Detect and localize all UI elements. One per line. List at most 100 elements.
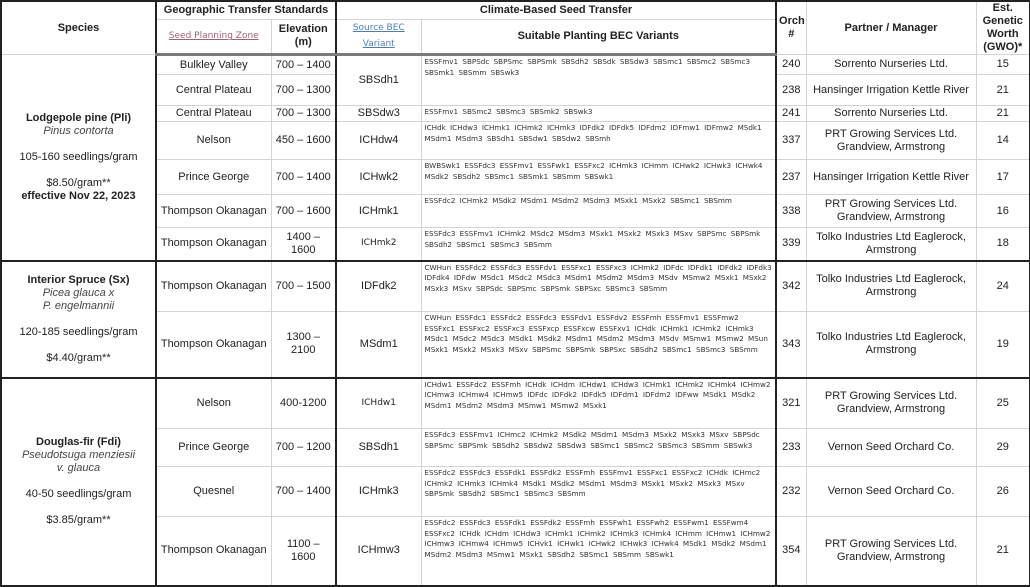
species-latin-name: v. glauca (56, 462, 101, 474)
suitable-bec-variants: ESSFdc2 ESSFdc3 ESSFdk1 ESSFdk2 ESSFmh E… (420, 516, 777, 586)
genetic-worth: 21 (975, 105, 1030, 122)
genetic-worth: 29 (975, 428, 1030, 467)
header-seed-planning-zone[interactable]: Seed Planning Zone (155, 18, 272, 57)
suitable-bec-variants: ESSFdc3 ESSFmv1 ICHmc2 ICHmk2 MSdk2 MSdm… (420, 428, 777, 467)
suitable-bec-variants: BWBSwk1 ESSFdc3 ESSFmv1 ESSFwk1 ESSFxc2 … (420, 159, 777, 195)
table-row: Quesnel 700 – 1400 ICHmk3 ESSFdc2 ESSFdc3 E… (1, 466, 1030, 517)
table-row: Central Plateau 700 – 1300 SBSdw3 ESSFmv1 S… (1, 105, 1030, 122)
elevation: 700 – 1300 (270, 74, 337, 106)
spacer (4, 313, 153, 326)
table-row: Thompson Okanagan 700 – 1600 ICHmk1 ESSFdc2… (1, 194, 1030, 228)
genetic-worth: 15 (975, 54, 1030, 75)
elevation: 700 – 1400 (270, 466, 337, 517)
header-elevation: Elevation (m) (270, 18, 337, 57)
suitable-bec-variants: ESSFmv1 SBPSdc SBPSmc SBPSmk SBSdh2 SBSd… (420, 54, 777, 106)
seed-planning-zone: Central Plateau (155, 105, 272, 122)
seedlings-per-gram: 40-50 seedlings/gram (25, 488, 132, 500)
source-bec-variant: ICHmk1 (335, 194, 422, 228)
genetic-worth: 18 (975, 227, 1030, 261)
source-bec-variant: IDFdk2 (335, 259, 422, 312)
partner-manager: PRT Growing Services Ltd. Grandview, Arm… (805, 376, 977, 429)
suitable-bec-variants: ESSFmv1 SBSmc2 SBSmc3 SBSmk2 SBSwk3 (420, 105, 777, 122)
species-latin-name: P. engelmannii (42, 299, 115, 312)
genetic-worth: 21 (975, 74, 1030, 106)
genetic-worth: 17 (975, 159, 1030, 195)
elevation: 450 – 1600 (270, 121, 337, 160)
table-row: Thompson Okanagan 1400 – 1600 ICHmk2 ESSFdc… (1, 227, 1030, 261)
spacer (4, 339, 153, 352)
partner-manager: PRT Growing Services Ltd. Grandview, Arm… (805, 516, 977, 586)
species-cell: Interior Spruce (Sx) Picea glauca x P. eng… (0, 259, 157, 378)
header-species: Species (0, 0, 157, 55)
suitable-bec-variants: ICHdw1 ESSFdc2 ESSFmh ICHdk ICHdm ICHdw1… (420, 376, 777, 429)
genetic-worth: 16 (975, 194, 1030, 228)
orchard-number: 337 (775, 121, 807, 160)
species-latin-name: Pinus contorta (43, 124, 114, 137)
seed-planning-zone-link[interactable]: Seed Planning Zone (168, 31, 259, 42)
spacer (4, 164, 153, 177)
partner-manager: Vernon Seed Orchard Co. (805, 428, 977, 467)
price-effective-date: effective Nov 22, 2023 (21, 189, 136, 202)
source-bec-variant-link[interactable]: Source BEC Variant (352, 23, 405, 50)
partner-manager: Hansinger Irrigation Kettle River (805, 159, 977, 195)
genetic-worth: 14 (975, 121, 1030, 160)
seed-planning-zone: Nelson (155, 376, 272, 429)
orchard-number: 241 (775, 105, 807, 122)
suitable-bec-variants: CWHun ESSFdc2 ESSFdc3 ESSFdv1 ESSFxc1 ES… (420, 259, 777, 312)
partner-manager: Sorrento Nurseries Ltd. (805, 105, 977, 122)
header-partner: Partner / Manager (805, 0, 977, 55)
orchard-number: 238 (775, 74, 807, 106)
genetic-worth: 26 (975, 466, 1030, 517)
elevation: 700 – 1300 (270, 105, 337, 122)
seed-planning-zone: Thompson Okanagan (155, 516, 272, 586)
seed-planning-zone: Nelson (155, 121, 272, 160)
spacer (4, 138, 153, 151)
species-name: Lodgepole pine (Pli) (25, 111, 132, 124)
elevation: 700 – 1500 (270, 259, 337, 312)
orchard-number: 343 (775, 311, 807, 378)
genetic-worth: 19 (975, 311, 1030, 378)
header-geographic: Geographic Transfer Standards (155, 0, 337, 20)
spacer (4, 475, 153, 488)
price: $3.85/gram** (46, 514, 111, 526)
suitable-bec-variants: ESSFdc2 ICHmk2 MSdk2 MSdm1 MSdm2 MSdm3 M… (420, 194, 777, 228)
source-bec-variant: SBSdw3 (335, 105, 422, 122)
header-worth: Est. Genetic Worth (GWO)* (975, 0, 1030, 55)
species-name: Douglas-fir (Fdi) (36, 436, 121, 448)
species-cell: Lodgepole pine (Pli) Pinus contorta 105-16… (0, 54, 157, 261)
orchard-number: 338 (775, 194, 807, 228)
orchard-number: 354 (775, 516, 807, 586)
source-bec-variant: ICHdw4 (335, 121, 422, 160)
header-orch: Orch # (775, 0, 807, 55)
seedlings-per-gram: 120-185 seedlings/gram (19, 325, 138, 338)
seed-planning-zone: Prince George (155, 159, 272, 195)
orchard-number: 339 (775, 227, 807, 261)
partner-manager: Tolko Industries Ltd Eaglerock, Armstron… (805, 259, 977, 312)
price: $8.50/gram** (46, 176, 111, 189)
header-source-bec[interactable]: Source BEC Variant (335, 18, 422, 57)
seed-planning-zone: Thompson Okanagan (155, 194, 272, 228)
source-bec-variant: SBSdh1 (335, 428, 422, 467)
suitable-bec-variants: ICHdk ICHdw3 ICHmk1 ICHmk2 ICHmk3 IDFdk2… (420, 121, 777, 160)
suitable-bec-variants: ESSFdc3 ESSFmv1 ICHmk2 MSdc2 MSdm3 MSxk1… (420, 227, 777, 261)
seed-planning-zone: Bulkley Valley (155, 54, 272, 75)
species-latin-name: Pseudotsuga menziesii (21, 449, 136, 461)
table-row: Thompson Okanagan 1300 – 2100 MSdm1 CWHun E… (1, 311, 1030, 378)
partner-manager: Sorrento Nurseries Ltd. (805, 54, 977, 75)
elevation: 400-1200 (270, 376, 337, 429)
seed-planning-zone: Thompson Okanagan (155, 227, 272, 261)
partner-manager: Tolko Industries Ltd Eaglerock, Armstron… (805, 311, 977, 378)
source-bec-variant: ICHmw3 (335, 516, 422, 586)
partner-manager: PRT Growing Services Ltd. Grandview, Arm… (805, 194, 977, 228)
header-suitable: Suitable Planting BEC Variants (420, 18, 777, 57)
species-cell: Douglas-fir (Fdi) Pseudotsuga menziesii v.… (0, 376, 157, 586)
table-row: Prince George 700 – 1200 SBSdh1 ESSFdc3 ESS… (1, 428, 1030, 467)
source-bec-variant: ICHwk2 (335, 159, 422, 195)
table-row: Nelson 450 – 1600 ICHdw4 ICHdk ICHdw3 ICHmk… (1, 121, 1030, 160)
source-bec-variant: SBSdh1 (335, 54, 422, 106)
seed-planning-zone: Thompson Okanagan (155, 259, 272, 312)
elevation: 700 – 1200 (270, 428, 337, 467)
elevation: 700 – 1400 (270, 159, 337, 195)
elevation: 1100 – 1600 (270, 516, 337, 586)
orchard-number: 232 (775, 466, 807, 517)
